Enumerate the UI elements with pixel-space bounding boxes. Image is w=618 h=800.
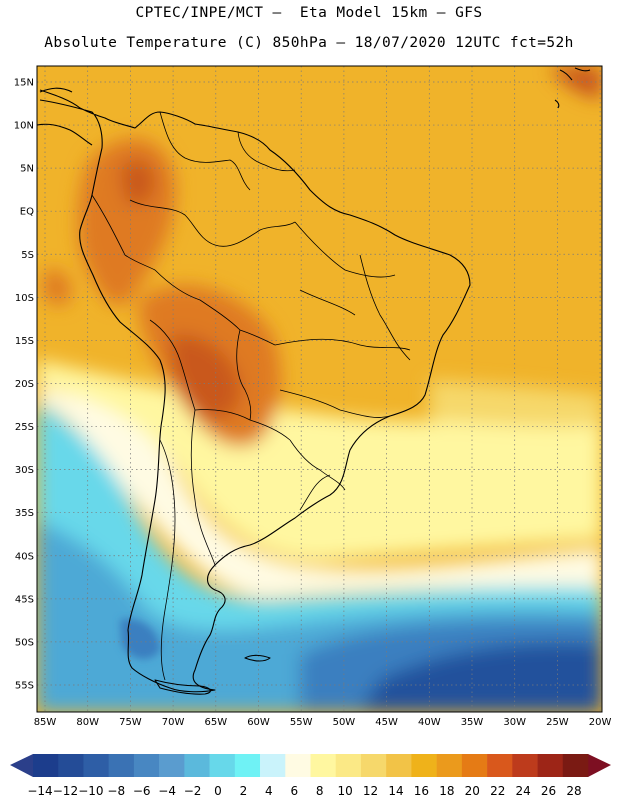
lon-tick-label: 20W xyxy=(589,717,612,728)
colorbar-swatch xyxy=(108,754,135,777)
lon-tick-label: 55W xyxy=(290,717,313,728)
colorbar-tick-label: 28 xyxy=(566,784,581,798)
colorbar-swatch xyxy=(285,754,311,777)
lat-tick-label: 40S xyxy=(15,551,34,562)
colorbar-swatch xyxy=(487,754,513,777)
colorbar-swatch xyxy=(260,754,286,777)
lat-tick-label: 35S xyxy=(15,508,34,519)
colorbar-tick-label: −2 xyxy=(184,784,202,798)
colorbar-swatch xyxy=(310,754,337,777)
colorbar-swatch xyxy=(83,754,109,777)
south-america-coastline xyxy=(39,89,471,693)
caribbean-islands xyxy=(554,67,591,109)
lat-tick-label: 15S xyxy=(15,336,34,347)
lat-tick-label: 45S xyxy=(15,594,34,605)
central-america-coastline xyxy=(37,87,93,146)
colorbar-swatch xyxy=(58,754,84,777)
longitude-labels: 85W 80W 75W 70W 65W 60W 55W 50W 45W 40W 35W 30W 25W 2… xyxy=(34,717,612,728)
map-frame xyxy=(36,65,603,713)
lon-tick-label: 80W xyxy=(76,717,99,728)
colorbar-tick-label: 12 xyxy=(363,784,378,798)
lon-tick-label: 75W xyxy=(119,717,142,728)
country-borders xyxy=(91,111,411,681)
tierra-del-fuego xyxy=(154,679,211,695)
colorbar-over-arrow xyxy=(588,754,611,777)
colorbar-tick-label: 22 xyxy=(490,784,505,798)
lat-tick-label: 50S xyxy=(15,637,34,648)
colorbar-tick-label: −8 xyxy=(107,784,125,798)
colorbar-swatch xyxy=(537,754,564,777)
colorbar-swatch xyxy=(159,754,185,777)
colorbar-swatch xyxy=(234,754,261,777)
coastlines xyxy=(37,67,591,695)
lon-tick-label: 25W xyxy=(546,717,569,728)
lat-tick-label: 20S xyxy=(15,379,34,390)
colorbar-swatch xyxy=(386,754,412,777)
colorbar-tick-label: −10 xyxy=(78,784,103,798)
colorbar-tick-label: 16 xyxy=(414,784,429,798)
lat-tick-label: EQ xyxy=(20,207,34,218)
lon-tick-label: 85W xyxy=(34,717,57,728)
colorbar-tick-label: 0 xyxy=(214,784,222,798)
colorbar-tick-label: 18 xyxy=(439,784,454,798)
falkland-islands xyxy=(244,654,271,662)
colorbar-tick-label: −14 xyxy=(27,784,52,798)
lat-tick-label: 30S xyxy=(15,465,34,476)
colorbar-swatch xyxy=(512,754,538,777)
lon-tick-label: 65W xyxy=(204,717,227,728)
colorbar-swatch xyxy=(411,754,437,777)
colorbar-tick-label: 14 xyxy=(388,784,403,798)
lon-tick-label: 30W xyxy=(503,717,526,728)
lon-tick-label: 35W xyxy=(461,717,484,728)
lat-tick-label: 5N xyxy=(20,164,34,175)
colorbar: −14 −12 −10 −8 −6 −4 −2 0 2 4 6 8 10 12 14 16 18 20 22 24 26… xyxy=(10,754,611,798)
map-subtitle: Absolute Temperature (C) 850hPa – 18/07/… xyxy=(44,35,574,51)
colorbar-tick-label: 2 xyxy=(240,784,248,798)
lat-tick-label: 10S xyxy=(15,293,34,304)
colorbar-tick-label: 26 xyxy=(541,784,556,798)
colorbar-swatch xyxy=(209,754,236,777)
colorbar-swatch xyxy=(133,754,160,777)
colorbar-tick-label: 20 xyxy=(465,784,480,798)
colorbar-tick-label: 24 xyxy=(516,784,531,798)
colorbar-swatch xyxy=(335,754,362,777)
lon-tick-label: 60W xyxy=(247,717,270,728)
lat-tick-label: 15N xyxy=(14,78,34,89)
colorbar-swatch xyxy=(562,754,589,777)
map-title: CPTEC/INPE/MCT – Eta Model 15km – GFS xyxy=(135,5,483,21)
lat-tick-label: 25S xyxy=(15,422,34,433)
lat-tick-label: 10N xyxy=(14,121,34,132)
colorbar-tick-label: 6 xyxy=(290,784,298,798)
lat-tick-label: 5S xyxy=(21,250,34,261)
lon-tick-label: 40W xyxy=(418,717,441,728)
latitude-labels: 15N 10N 5N EQ 5S 10S 15S 20S 25S 30S 35S 40S 45S 50S 5… xyxy=(14,78,34,692)
lon-tick-label: 45W xyxy=(375,717,398,728)
colorbar-tick-label: −6 xyxy=(133,784,151,798)
colorbar-tick-label: −12 xyxy=(53,784,78,798)
colorbar-tick-label: −4 xyxy=(158,784,176,798)
colorbar-swatch xyxy=(436,754,463,777)
colorbar-tick-label: 10 xyxy=(338,784,353,798)
colorbar-tick-label: 8 xyxy=(316,784,324,798)
temperature-field xyxy=(37,66,602,712)
lon-tick-label: 70W xyxy=(162,717,185,728)
lon-tick-label: 50W xyxy=(333,717,356,728)
lat-tick-label: 55S xyxy=(15,680,34,691)
colorbar-swatch xyxy=(360,754,387,777)
colorbar-under-arrow xyxy=(10,754,33,777)
colorbar-swatch xyxy=(461,754,488,777)
colorbar-swatch xyxy=(184,754,210,777)
colorbar-tick-label: 4 xyxy=(265,784,273,798)
colorbar-swatch xyxy=(33,754,59,777)
